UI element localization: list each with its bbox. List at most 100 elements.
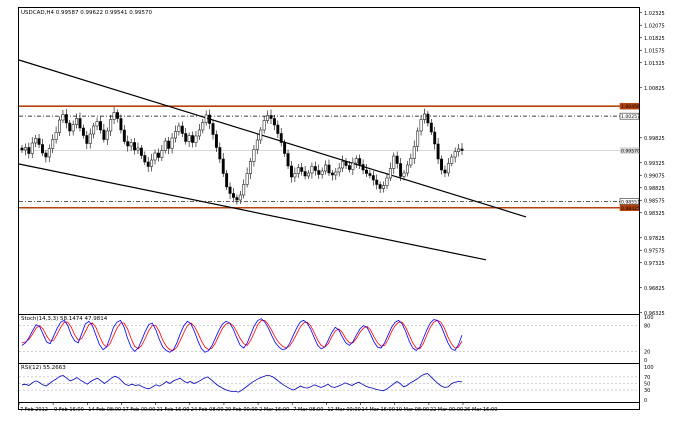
candle-bull bbox=[109, 119, 113, 132]
price-tag-label: 0.98425 bbox=[621, 206, 640, 212]
candlestick bbox=[300, 163, 304, 176]
candle-bear bbox=[327, 164, 331, 174]
candlestick bbox=[317, 164, 321, 179]
candle-bull bbox=[382, 185, 386, 189]
candlestick bbox=[37, 134, 41, 148]
candle-bear bbox=[440, 158, 443, 171]
candle-bull bbox=[416, 130, 420, 147]
price-tag-box bbox=[619, 102, 640, 110]
candlestick bbox=[92, 123, 96, 139]
candle-bull bbox=[249, 161, 252, 174]
candlestick bbox=[433, 127, 437, 150]
candlestick bbox=[368, 170, 372, 179]
candlestick bbox=[358, 154, 362, 169]
price-axis-label: 1.01575 bbox=[644, 48, 665, 54]
candle-bull bbox=[405, 164, 409, 174]
candle-bull bbox=[112, 112, 116, 120]
time-axis: 7 Feb 2012 9 Feb 16:00 14 Feb 08:00 17 Feb … bbox=[18, 402, 497, 413]
candlestick bbox=[259, 127, 263, 144]
time-axis-label: 14 Mar 16:00 bbox=[362, 407, 395, 413]
candlestick bbox=[47, 144, 51, 162]
price-axis-label: 0.99825 bbox=[644, 136, 665, 142]
candlestick bbox=[214, 130, 218, 152]
candle-bull bbox=[160, 150, 164, 158]
candlestick bbox=[208, 109, 212, 129]
candlestick bbox=[395, 151, 399, 169]
candle-bull bbox=[95, 121, 99, 127]
price-axis[interactable]: 1.02325 1.02075 1.01825 1.01575 1.01325 1.008… bbox=[639, 11, 665, 317]
candlestick bbox=[399, 158, 403, 181]
candle-bull bbox=[255, 139, 259, 150]
candle-bull bbox=[177, 125, 181, 132]
candlestick bbox=[228, 182, 232, 199]
time-axis-label: 24 Feb 08:00 bbox=[191, 407, 224, 413]
rsi-axis-label: 70 bbox=[644, 375, 650, 381]
candlestick bbox=[334, 168, 338, 180]
candle-bull bbox=[242, 184, 246, 196]
rsi-indicator-label: RSI(12) 55.2663 bbox=[21, 365, 66, 371]
horizontal-lines[interactable] bbox=[19, 105, 639, 209]
candlestick bbox=[143, 151, 147, 165]
trend-line-upper[interactable] bbox=[18, 59, 527, 218]
rsi-line bbox=[21, 373, 463, 393]
candlestick bbox=[412, 140, 416, 164]
candlestick bbox=[276, 120, 280, 138]
candlestick bbox=[354, 155, 358, 168]
candle-bull bbox=[446, 163, 450, 174]
stoch-axis-label: 0 bbox=[644, 358, 647, 364]
candle-bull bbox=[71, 124, 75, 132]
candle-bull bbox=[136, 147, 140, 151]
candlestick bbox=[116, 109, 119, 123]
candle-bear bbox=[365, 169, 368, 174]
candle-bull bbox=[423, 113, 426, 120]
candle-bear bbox=[20, 147, 24, 151]
trend-line-lower[interactable] bbox=[18, 163, 487, 261]
candle-bear bbox=[460, 148, 464, 151]
candlestick bbox=[235, 194, 239, 205]
candlestick bbox=[68, 120, 72, 136]
candlestick bbox=[296, 164, 300, 178]
candlestick bbox=[440, 155, 443, 175]
time-axis-label: 26 Mar 16:00 bbox=[464, 407, 497, 413]
price-tag-box bbox=[619, 112, 640, 120]
candle-bull bbox=[30, 142, 34, 154]
candle-bull bbox=[385, 177, 389, 186]
time-axis-label: 22 Mar 00:00 bbox=[430, 407, 463, 413]
stochastic-pane[interactable]: 100 80 20 0 bbox=[19, 315, 654, 364]
candle-bull bbox=[266, 115, 270, 121]
trend-lines[interactable] bbox=[18, 59, 527, 261]
candlestick bbox=[344, 158, 348, 169]
candlestick bbox=[283, 139, 287, 157]
candlestick bbox=[139, 145, 143, 159]
price-tag-label: 1.00257 bbox=[621, 114, 640, 120]
candlestick bbox=[385, 173, 389, 189]
candle-bull bbox=[245, 173, 249, 185]
candle-bull bbox=[351, 162, 355, 170]
price-axis-label: 1.01825 bbox=[644, 36, 665, 42]
candlestick bbox=[160, 145, 164, 161]
candle-bear bbox=[303, 171, 307, 177]
candlestick bbox=[378, 181, 382, 193]
candlestick bbox=[41, 139, 44, 156]
candlestick bbox=[266, 110, 270, 124]
candle-bear bbox=[347, 165, 351, 170]
candlestick bbox=[279, 128, 283, 147]
price-tag-label: 1.00456 bbox=[621, 104, 640, 110]
candlestick bbox=[133, 138, 137, 155]
candle-bear bbox=[371, 175, 375, 181]
price-axis-label: 0.96325 bbox=[644, 311, 665, 317]
candlestick bbox=[290, 161, 293, 183]
candle-bull bbox=[450, 156, 454, 164]
price-axis-label: 1.02075 bbox=[644, 23, 665, 29]
candle-bull bbox=[354, 158, 358, 164]
candlestick-series bbox=[20, 107, 464, 205]
candle-bear bbox=[68, 122, 72, 132]
candlestick bbox=[365, 164, 368, 177]
candle-bear bbox=[156, 152, 160, 158]
price-tag-resistance: 1.00456 bbox=[619, 102, 640, 110]
candlestick bbox=[122, 125, 126, 145]
candlestick bbox=[330, 170, 334, 181]
candlestick bbox=[460, 143, 464, 155]
